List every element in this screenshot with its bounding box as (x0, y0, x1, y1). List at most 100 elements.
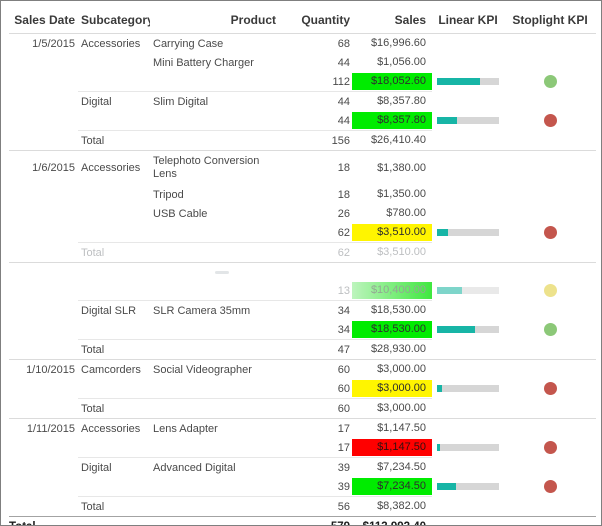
cell-date: 1/10/2015 (9, 359, 78, 379)
cell-sales: $3,510.00 (352, 242, 432, 262)
stoplight-kpi-dot-red (543, 114, 557, 127)
cell-sales: $18,530.00 (352, 320, 432, 339)
table-row: 1/5/2015 Accessories Carrying Case 68 $16,99… (9, 34, 596, 53)
cell-subcategory: Camcorders (78, 359, 150, 379)
cell-linear (432, 223, 504, 242)
sales-kpi-highlight-green: $7,234.50 (352, 478, 432, 495)
group-total-row: Total 156 $26,410.40 (9, 130, 596, 150)
cell-product: USB Cable (153, 207, 208, 220)
stoplight-kpi-dot-red (543, 382, 557, 395)
table-row: 13 $10,400.00 (9, 281, 596, 300)
cell-product (150, 438, 280, 457)
cell-subcategory (78, 320, 150, 339)
cell-quantity: 56 (280, 496, 352, 516)
cell-quantity: 44 (337, 114, 350, 127)
cell-quantity: 156 (280, 130, 352, 150)
sales-value: $1,147.50 (377, 422, 426, 434)
cell-subcategory (78, 262, 150, 281)
cell-stoplight (504, 223, 596, 242)
cell-stoplight (504, 418, 596, 438)
table-row: 17 $1,147.50 (9, 438, 596, 457)
cell-product (150, 130, 280, 150)
header-sales-date: Sales Date (9, 9, 78, 34)
stoplight-kpi-dot-red (543, 226, 557, 239)
sales-value: $8,357.80 (377, 95, 426, 107)
sales-value: $18,530.00 (370, 304, 426, 316)
faded-text-artifact (215, 270, 229, 274)
cell-product: SLR Camera 35mm (150, 300, 280, 320)
cell-product (150, 339, 280, 359)
cell-product (150, 111, 280, 130)
sales-kpi-highlight-red: $1,147.50 (352, 439, 432, 456)
cell-subcategory (78, 438, 150, 457)
cell-subcategory (78, 516, 150, 525)
cell-sales: $3,000.00 (352, 359, 432, 379)
cell-product (150, 72, 280, 91)
cell-sales: $3,510.00 (352, 223, 432, 242)
cell-date: Total (9, 516, 78, 525)
sales-kpi-highlight-yellow: $3,000.00 (352, 380, 432, 397)
cell-sales: $10,400.00 (352, 281, 432, 300)
table-row: Mini Battery Charger 44 $1,056.00 (9, 53, 596, 72)
cell-quantity: 34 (337, 323, 350, 336)
cell-linear (432, 281, 504, 300)
cell-stoplight (504, 496, 596, 516)
cell-product (150, 320, 280, 339)
cell-date: 1/5/2015 (32, 37, 75, 50)
cell-sales: $28,930.00 (352, 339, 432, 359)
cell-stoplight (504, 91, 596, 111)
cell-product (150, 223, 280, 242)
cell-stoplight (504, 72, 596, 91)
table-row: 34 $18,530.00 (9, 320, 596, 339)
cell-stoplight (504, 53, 596, 72)
cell-linear (432, 53, 504, 72)
cell-date (9, 379, 78, 398)
cell-product: Telephoto Conversion Lens (150, 150, 280, 185)
cell-linear (432, 262, 504, 281)
stoplight-kpi-dot-green (543, 75, 557, 88)
cell-product (150, 398, 280, 418)
cell-quantity: 44 (280, 91, 352, 111)
cell-sales: $1,147.50 (352, 438, 432, 457)
cell-quantity: 34 (280, 300, 352, 320)
cell-subcategory (78, 281, 150, 300)
cell-stoplight (504, 457, 596, 477)
sales-value: $1,056.00 (377, 56, 426, 68)
cell-subcategory (78, 111, 150, 130)
cell-linear (432, 418, 504, 438)
cell-stoplight (504, 438, 596, 457)
cell-sales: $1,056.00 (352, 53, 432, 72)
header-sales: Sales (352, 9, 432, 34)
linear-kpi-bar (437, 78, 499, 85)
group-total-row: Total 56 $8,382.00 (9, 496, 596, 516)
sales-kpi-highlight-green: $18,530.00 (352, 321, 432, 338)
table-row: 1/11/2015 Accessories Lens Adapter 17 $1,147… (9, 418, 596, 438)
grand-total-row: Total 579$113,992.40 (9, 516, 596, 525)
cell-sales: $7,234.50 (352, 457, 432, 477)
cell-linear (432, 185, 504, 204)
header-subcategory: Subcategory (78, 9, 150, 34)
cell-date (9, 111, 78, 130)
linear-kpi-bar (437, 229, 499, 236)
sales-value: $3,000.00 (377, 402, 426, 414)
header-stoplight-kpi: Stoplight KPI (504, 9, 596, 34)
table-row: 1/6/2015 Accessories Telephoto Conversion … (9, 150, 596, 185)
cell-product (150, 262, 280, 281)
cell-date (9, 339, 78, 359)
cell-linear (432, 398, 504, 418)
cell-linear (432, 438, 504, 457)
cell-subcategory: Accessories (78, 150, 150, 185)
cell-date (9, 457, 78, 477)
cell-sales: $1,350.00 (352, 185, 432, 204)
cell-subcategory: Total (78, 496, 150, 516)
linear-kpi-bar (437, 117, 499, 124)
cell-date (9, 281, 78, 300)
cell-date (9, 223, 78, 242)
cell-subcategory: Total (78, 339, 150, 359)
cell-stoplight (504, 359, 596, 379)
linear-kpi-bar-fill (437, 483, 456, 490)
cell-date (9, 72, 78, 91)
cell-subcategory (78, 379, 150, 398)
table-row: Digital SLR SLR Camera 35mm 34 $18,530.00 (9, 300, 596, 320)
cell-linear (432, 339, 504, 359)
